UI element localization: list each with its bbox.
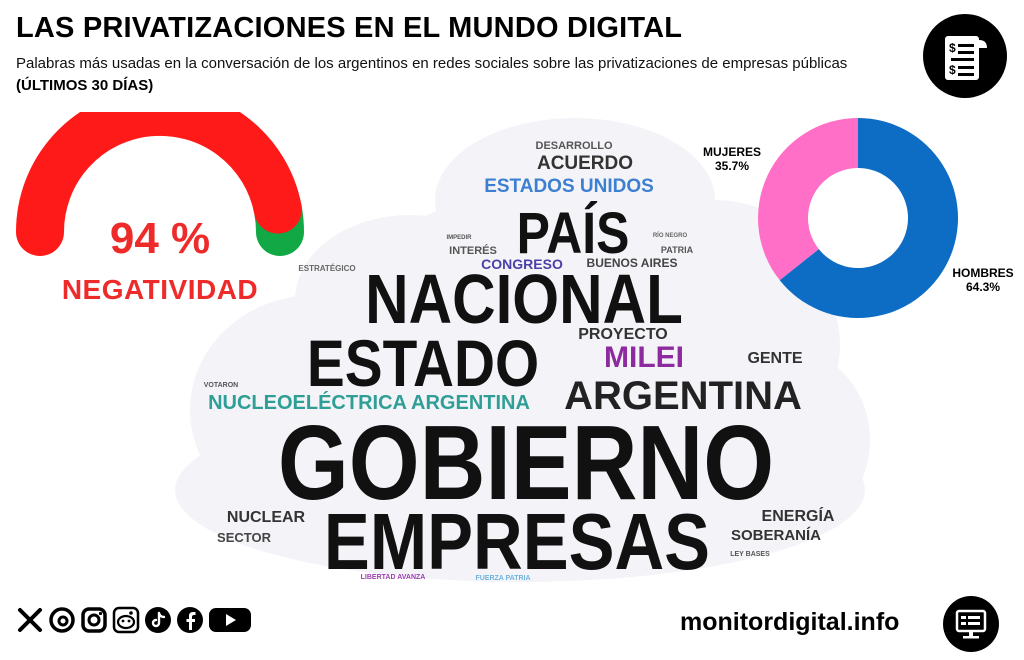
page-title: LAS PRIVATIZACIONES EN EL MUNDO DIGITAL xyxy=(16,12,683,44)
donut-category-hombres: HOMBRES xyxy=(952,266,1014,280)
threads-icon[interactable] xyxy=(48,606,76,634)
donut-category-mujeres: MUJERES xyxy=(702,145,761,159)
reddit-icon[interactable] xyxy=(112,606,140,634)
negativity-gauge xyxy=(16,112,305,256)
donut-slice-hombres xyxy=(779,118,958,318)
gauge-label: NEGATIVIDAD xyxy=(61,274,259,305)
gauge-value: 94 % xyxy=(109,214,211,263)
gauge-negative-arc xyxy=(16,112,302,256)
donut-label-mujeres: MUJERES 35.7% xyxy=(692,145,772,174)
site-name[interactable]: monitordigital.info xyxy=(680,608,900,636)
youtube-icon[interactable] xyxy=(208,606,252,634)
page-subtitle: Palabras más usadas en la conversación d… xyxy=(16,55,848,72)
donut-value-hombres: 64.3% xyxy=(965,280,1001,295)
donut-value-mujeres: 35.7% xyxy=(714,159,750,174)
donut-slice-mujeres xyxy=(758,118,858,281)
gender-donut-chart xyxy=(758,118,958,318)
tiktok-icon[interactable] xyxy=(144,606,172,634)
document-dollar-icon: $ $ xyxy=(923,14,1007,98)
monitor-icon xyxy=(943,596,999,652)
donut-label-hombres: HOMBRES 64.3% xyxy=(942,266,1024,295)
instagram-icon[interactable] xyxy=(80,606,108,634)
social-links xyxy=(16,606,252,634)
x-icon[interactable] xyxy=(16,606,44,634)
svg-text:$: $ xyxy=(949,41,956,55)
period-label: (ÚLTIMOS 30 DÍAS) xyxy=(16,77,154,94)
facebook-icon[interactable] xyxy=(176,606,204,634)
svg-text:$: $ xyxy=(949,63,956,77)
